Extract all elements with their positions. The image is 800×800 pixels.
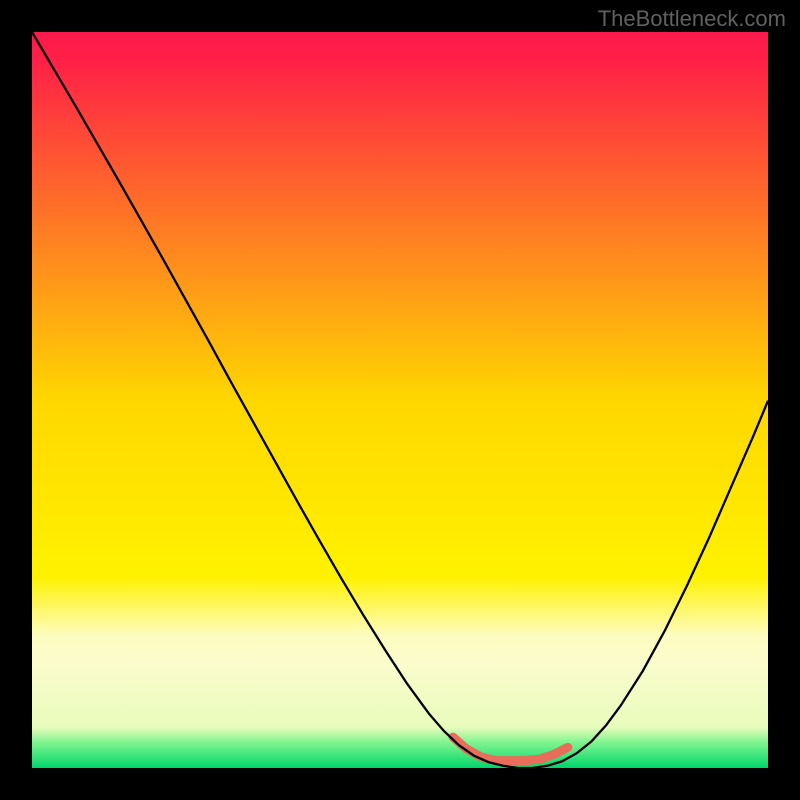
watermark-text: TheBottleneck.com [598,6,786,32]
plot-area [32,32,768,768]
chart-background [32,32,768,768]
plot-svg [32,32,768,768]
